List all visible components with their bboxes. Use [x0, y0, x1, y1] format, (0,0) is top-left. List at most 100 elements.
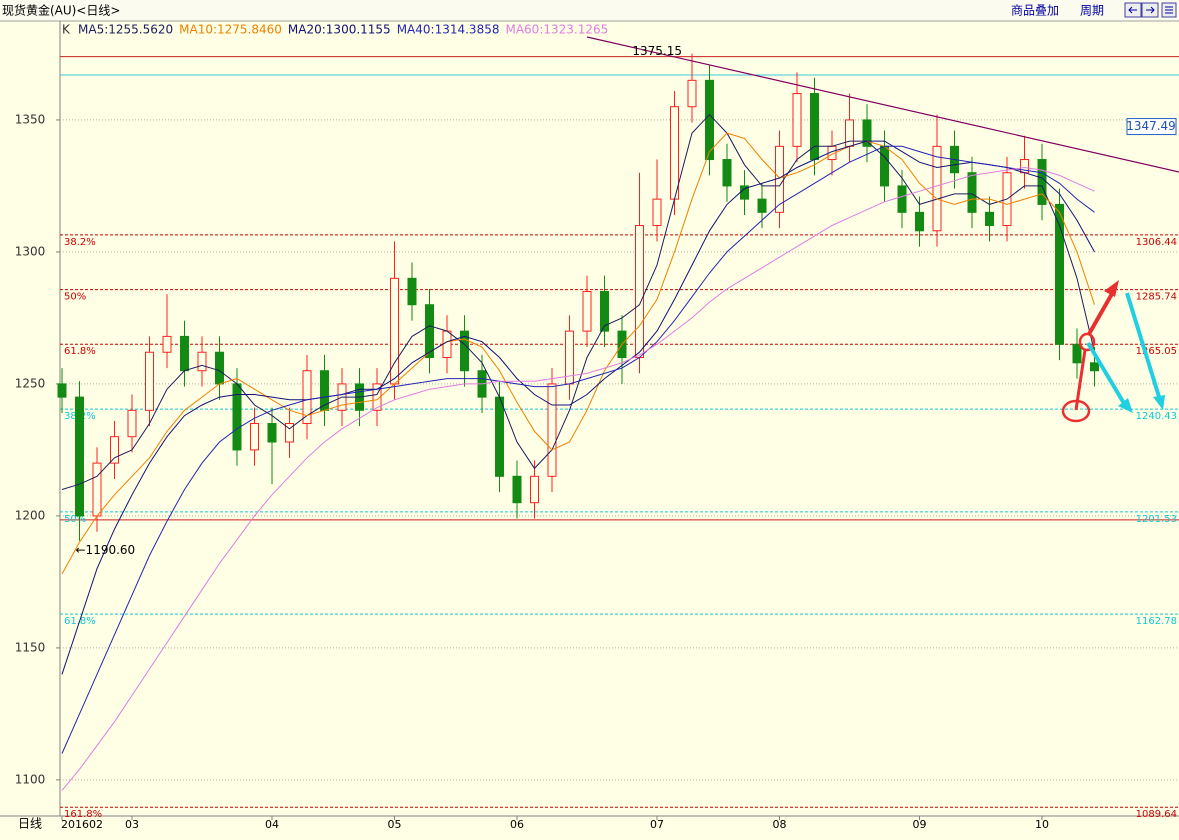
legend-entry: MA40:1314.3858	[397, 23, 500, 37]
red-arrow-2	[1087, 291, 1115, 335]
candle-body	[197, 351, 207, 372]
candle-body	[915, 211, 924, 232]
candle-body	[285, 423, 294, 443]
fib-percent: 38.2%	[64, 237, 96, 248]
candle-body	[792, 93, 802, 147]
candle-body	[985, 211, 994, 227]
candle-body	[57, 383, 67, 398]
cyan-arrowhead-1	[1118, 398, 1133, 413]
fib-price: 1306.44	[1136, 237, 1177, 248]
x-tick-label: 03	[125, 818, 139, 831]
candle-body	[162, 335, 172, 353]
candle-body	[75, 396, 84, 517]
candle-body	[810, 93, 819, 161]
header-bar	[0, 0, 1179, 21]
candle-body	[880, 145, 889, 187]
trend-line	[586, 36, 1179, 173]
candle-body	[512, 475, 522, 504]
candle-body	[1090, 362, 1099, 372]
legend-entry: MA5:1255.5620	[78, 23, 173, 37]
high-annotation: 1375.15	[632, 44, 682, 58]
candle-body	[530, 475, 539, 504]
low-annotation: ←1190.60	[76, 543, 136, 557]
candle-body	[652, 198, 662, 227]
candle-body	[722, 159, 732, 187]
candle-body	[127, 409, 137, 438]
ma-line	[61, 140, 1095, 675]
btn-right-icon	[1146, 6, 1155, 14]
price-label-box	[1126, 118, 1177, 136]
indicator-label: K	[62, 23, 71, 37]
candle-body	[547, 383, 557, 477]
cyan-arrowhead-2	[1153, 395, 1165, 410]
cyan-arrow-2	[1125, 292, 1162, 401]
legend-entry: MA20:1300.1155	[288, 23, 391, 37]
candle-body	[1037, 159, 1047, 205]
y-tick-label: 1300	[15, 244, 46, 258]
fib-price: 1201.53	[1136, 514, 1177, 525]
candle-body	[180, 335, 189, 372]
x-tick-label: 07	[650, 818, 664, 831]
candle-body	[250, 423, 259, 451]
fib-price: 1265.05	[1136, 346, 1177, 357]
candle-body	[757, 198, 767, 213]
y-tick-label: 1200	[15, 508, 46, 522]
candle-body	[932, 145, 942, 232]
ma-line	[61, 132, 1095, 575]
candle-body	[145, 351, 154, 411]
btn-menu-icon	[1165, 6, 1173, 14]
candle-body	[1055, 203, 1064, 345]
candle-body	[302, 370, 312, 425]
price-label: 1347.49	[1126, 119, 1176, 133]
candle-body	[705, 79, 714, 161]
circle-mid	[1078, 332, 1096, 352]
candle-body	[110, 436, 119, 464]
candle-body	[442, 330, 452, 359]
candle-body	[92, 462, 102, 517]
fib-percent: 50%	[64, 514, 86, 525]
candle-body	[320, 370, 329, 411]
y-tick-label: 1350	[15, 112, 46, 126]
x-tick-label: 05	[388, 818, 402, 831]
candle-body	[267, 423, 277, 443]
candle-body	[897, 185, 907, 213]
candle-body	[460, 330, 469, 372]
candle-body	[635, 225, 644, 359]
red-arrow-1	[1074, 349, 1087, 411]
drawings	[1061, 280, 1165, 423]
candle-body	[495, 396, 504, 477]
ma-line	[61, 166, 1095, 791]
x-tick-label: 08	[773, 818, 787, 831]
candle-body	[1072, 343, 1082, 364]
candle-body	[600, 291, 609, 332]
toolbar-overlay[interactable]: 商品叠加	[1011, 3, 1059, 18]
candle-body	[862, 119, 872, 147]
fib-price: 1240.43	[1136, 411, 1177, 422]
candle-body	[967, 172, 977, 213]
y-tick-label: 1150	[15, 640, 46, 654]
toolbar-period[interactable]: 周期	[1080, 4, 1104, 18]
cyan-arrow-1	[1086, 341, 1127, 407]
legend-entry: MA10:1275.8460	[179, 23, 282, 37]
y-tick-label: 1250	[15, 376, 46, 390]
candle-body	[232, 383, 242, 451]
x-tick-label: 10	[1035, 818, 1049, 831]
candle-body	[407, 277, 417, 306]
ma-line	[61, 145, 1095, 754]
candle-body	[582, 291, 592, 332]
x-tick-label: 201602	[61, 818, 103, 831]
fib-percent: 161.8%	[64, 809, 102, 820]
fib-price: 1162.78	[1136, 616, 1177, 627]
btn-left-icon	[1128, 6, 1137, 14]
nav-buttons[interactable]	[1124, 2, 1177, 18]
x-tick-label: 06	[510, 818, 524, 831]
fib-percent: 61.8%	[64, 346, 96, 357]
red-arrowhead	[1104, 280, 1119, 297]
chart-title: 现货黄金(AU)<日线>	[2, 3, 120, 18]
legend-entry: MA60:1323.1265	[505, 23, 608, 37]
x-tick-label: 09	[913, 818, 927, 831]
y-tick-label: 1100	[15, 772, 46, 786]
candle-body	[425, 304, 434, 359]
